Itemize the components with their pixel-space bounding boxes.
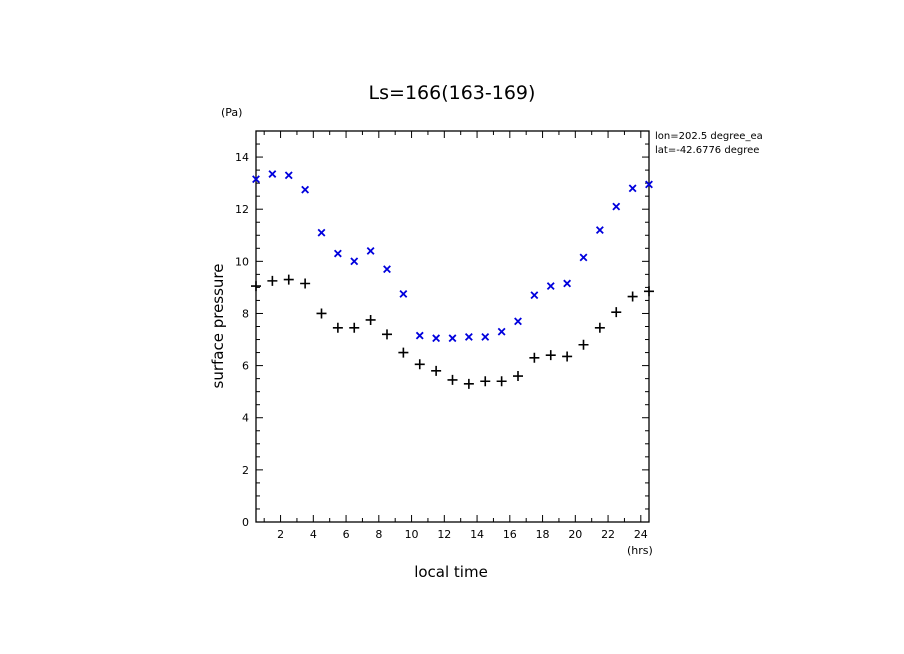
plus-marker-point (300, 278, 311, 289)
plus-marker-point (431, 365, 442, 376)
y-tick-label: 6 (242, 360, 249, 373)
chart-title: Ls=166(163-169) (369, 82, 536, 104)
plus-marker-point (414, 359, 425, 370)
x-tick-label: 12 (437, 528, 451, 541)
x-marker-point (252, 175, 260, 184)
plus-marker-point (332, 322, 343, 333)
x-tick-label: 22 (601, 528, 615, 541)
plus-marker-point (382, 329, 392, 340)
y-tick-label: 12 (235, 203, 249, 216)
plus-marker-point (513, 371, 523, 382)
plus-marker-point (545, 350, 556, 361)
plus-marker-point (578, 339, 589, 350)
data-marks (251, 170, 654, 389)
x-marker-point (383, 265, 391, 274)
y-tick-label: 10 (235, 255, 249, 268)
x-marker-point (333, 249, 342, 258)
x-marker-point (530, 291, 539, 300)
plus-marker-point (398, 347, 409, 358)
x-marker-point (301, 185, 310, 194)
x-tick-label: 24 (634, 528, 648, 541)
plus-marker-point (316, 308, 327, 319)
x-marker-point (399, 289, 408, 298)
x-tick-label: 6 (343, 528, 350, 541)
x-marker-point (415, 331, 424, 340)
x-marker-point (432, 334, 441, 343)
plus-marker-point (529, 352, 540, 363)
plus-marker-point (480, 376, 491, 387)
y-axis-label: surface pressure (209, 264, 227, 389)
plus-marker-point (463, 378, 474, 389)
plus-marker-point (447, 374, 458, 385)
x-axis-label: local time (414, 563, 488, 581)
y-tick-label: 4 (242, 412, 249, 425)
x-tick-label: 16 (503, 528, 517, 541)
plus-marker-point (267, 275, 278, 286)
y-tick-label: 14 (235, 151, 249, 164)
x-marker-point (350, 257, 359, 266)
x-marker-point (284, 171, 293, 180)
x-marker-point (366, 246, 375, 255)
plus-marker-point (627, 291, 638, 302)
plus-marker-point (611, 307, 622, 318)
plot-frame (255, 130, 650, 523)
x-marker-point (268, 170, 277, 178)
x-marker-point (579, 253, 588, 262)
x-tick-label: 18 (536, 528, 550, 541)
plus-marker-point (251, 281, 261, 292)
plus-marker-point (562, 351, 573, 362)
plus-marker-point (349, 322, 360, 333)
x-tick-label: 14 (470, 528, 484, 541)
annotation-lon: lon=202.5 degree_ea (655, 131, 763, 142)
x-marker-point (546, 282, 555, 291)
x-marker-point (612, 202, 621, 211)
x-marker-point (464, 332, 473, 341)
y-tick-label: 8 (242, 307, 249, 320)
x-marker-point (628, 184, 637, 193)
plus-marker-point (496, 376, 507, 387)
y-tick-label: 2 (242, 464, 249, 477)
x-tick-label: 8 (375, 528, 382, 541)
x-marker-point (317, 228, 326, 237)
x-marker-point (448, 334, 457, 343)
x-marker-point (595, 226, 604, 234)
x-marker-point (481, 332, 490, 341)
annotation-lat: lat=-42.6776 degree (655, 145, 759, 156)
x-marker-point (514, 317, 522, 326)
x-tick-label: 4 (310, 528, 317, 541)
x-unit-label: (hrs) (627, 544, 653, 557)
x-tick-label: 20 (568, 528, 582, 541)
x-marker-point (645, 180, 653, 189)
plus-marker-point (594, 322, 605, 333)
y-unit-label: (Pa) (221, 106, 242, 119)
x-tick-label: 2 (277, 528, 284, 541)
x-tick-label: 10 (405, 528, 419, 541)
x-marker-point (497, 327, 506, 336)
plus-marker-point (283, 274, 294, 285)
plus-marker-point (644, 286, 654, 297)
x-marker-point (563, 279, 572, 288)
y-tick-label: 0 (242, 516, 249, 529)
plus-marker-point (365, 314, 376, 325)
